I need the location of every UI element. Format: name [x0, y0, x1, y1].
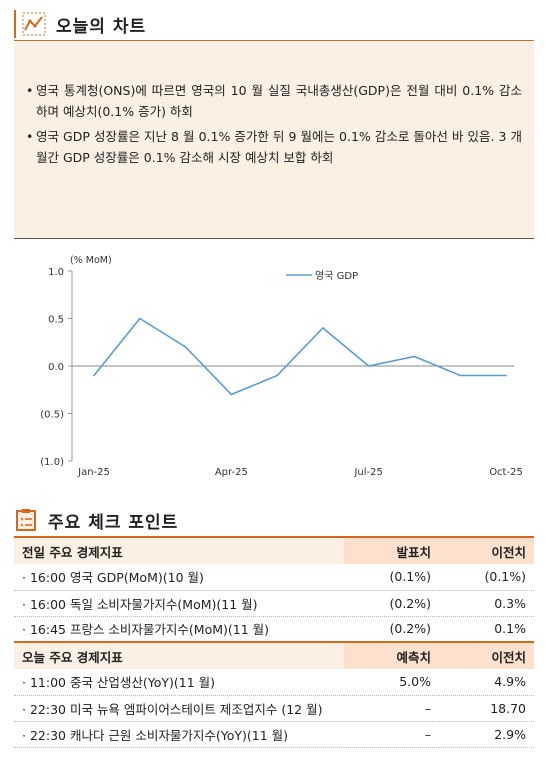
- indicator-value: (0.1%): [344, 564, 439, 591]
- table-row: · 22:30 캐나다 근원 소비자물가지수(YoY)(11 월) –2.9%: [14, 721, 534, 748]
- column-header: 오늘 주요 경제지표: [14, 641, 344, 669]
- table-header-today: 오늘 주요 경제지표 예측치 이전치: [14, 641, 534, 669]
- data-point: [276, 374, 278, 377]
- bullet-text: 영국 GDP 성장률은 지난 8 월 0.1% 증가한 뒤 9 월에는 0.1%…: [36, 129, 522, 165]
- column-header: 발표치: [344, 537, 439, 564]
- indicator-value: (0.1%): [439, 564, 534, 591]
- y-tick-label: 1.0: [48, 267, 64, 278]
- data-point: [138, 317, 141, 320]
- y-tick-label: (1.0): [40, 457, 64, 468]
- indicator-table: 전일 주요 경제지표 발표치 이전치 · 16:00 영국 GDP(MoM)(1…: [14, 536, 534, 748]
- indicator-value: (0.2%): [344, 590, 439, 617]
- column-header: 예측치: [344, 641, 439, 669]
- indicator-value: 0.1%: [439, 616, 534, 643]
- indicator-value: –: [344, 721, 439, 748]
- section-header-chart: 오늘의 차트: [14, 10, 146, 38]
- section-title: 주요 체크 포인트: [48, 512, 179, 533]
- indicator-value: 2.9%: [439, 721, 534, 748]
- indicator-value: 4.9%: [439, 669, 534, 696]
- data-point: [230, 393, 233, 396]
- summary-box: • 영국 통계청(ONS)에 따르면 영국의 10 월 실질 국내총생산(GDP…: [14, 42, 534, 238]
- indicator-name: · 16:45 프랑스 소비자물가지수(MoM)(11 월): [14, 616, 344, 643]
- data-point: [505, 374, 507, 377]
- summary-bullet: • 영국 GDP 성장률은 지난 8 월 0.1% 증가한 뒤 9 월에는 0.…: [26, 126, 522, 168]
- x-tick-label: Jul-25: [353, 467, 382, 478]
- indicator-value: 5.0%: [344, 669, 439, 696]
- table-row: · 22:30 미국 뉴욕 엠파이어스테이트 제조업지수 (12 월) –18.7…: [14, 695, 534, 722]
- y-tick-label: 0.0: [48, 362, 64, 373]
- column-header: 이전치: [439, 641, 534, 669]
- legend-label: 영국 GDP: [315, 270, 358, 282]
- x-tick-label: Jan-25: [77, 467, 110, 478]
- data-point: [184, 346, 187, 348]
- indicator-value: –: [344, 695, 439, 722]
- gdp-chart: 1.0 0.5 0.0 (0.5) (1.0) (% MoM) Jan-25 Apr-25 Ju…: [14, 238, 534, 488]
- y-tick-label: 0.5: [48, 315, 64, 326]
- unit-label: (% MoM): [70, 255, 112, 266]
- table-row: · 11:00 중국 산업생산(YoY)(11 월) 5.0% 4.9%: [14, 669, 534, 696]
- indicator-name: · 22:30 캐나다 근원 소비자물가지수(YoY)(11 월): [14, 721, 344, 748]
- indicator-name: · 11:00 중국 산업생산(YoY)(11 월): [14, 669, 344, 696]
- indicator-value: 18.70: [439, 695, 534, 722]
- column-header: 이전치: [439, 537, 534, 564]
- summary-bullet: • 영국 통계청(ONS)에 따르면 영국의 10 월 실질 국내총생산(GDP…: [26, 80, 522, 122]
- chart-icon: [22, 12, 46, 36]
- checklist-icon: [16, 509, 36, 531]
- data-point: [93, 374, 95, 377]
- bullet-text: 영국 통계청(ONS)에 따르면 영국의 10 월 실질 국내총생산(GDP)은…: [36, 83, 522, 119]
- table-row: · 16:00 독일 소비자물가지수(MoM)(11 월) (0.2%) 0.3%: [14, 590, 534, 617]
- x-tick-label: Oct-25: [489, 467, 523, 478]
- indicator-value: (0.2%): [344, 616, 439, 643]
- table-row: · 16:45 프랑스 소비자물가지수(MoM)(11 월) (0.2%) 0.1%: [14, 616, 534, 643]
- column-header: 전일 주요 경제지표: [14, 537, 344, 564]
- indicator-name: · 16:00 영국 GDP(MoM)(10 월): [14, 564, 344, 591]
- indicator-name: · 22:30 미국 뉴욕 엠파이어스테이트 제조업지수 (12 월): [14, 695, 344, 722]
- header-divider: [14, 40, 534, 41]
- data-point: [322, 327, 324, 329]
- data-point: [413, 355, 416, 358]
- y-tick-label: (0.5): [40, 410, 64, 421]
- indicator-value: 0.3%: [439, 590, 534, 617]
- section-title: 오늘의 차트: [56, 16, 147, 37]
- data-point: [459, 374, 462, 377]
- line-chart: 1.0 0.5 0.0 (0.5) (1.0) (% MoM) Jan-25 Apr-25 Ju…: [40, 255, 523, 478]
- series-line: [93, 317, 506, 396]
- table-header-prev: 전일 주요 경제지표 발표치 이전치: [14, 537, 534, 564]
- table-row: · 16:00 영국 GDP(MoM)(10 월) (0.1%) (0.1%): [14, 564, 534, 591]
- indicator-name: · 16:00 독일 소비자물가지수(MoM)(11 월): [14, 590, 344, 617]
- data-point: [367, 365, 370, 367]
- section-header-checkpoints: 주요 체크 포인트: [14, 506, 178, 534]
- x-tick-label: Apr-25: [215, 467, 248, 478]
